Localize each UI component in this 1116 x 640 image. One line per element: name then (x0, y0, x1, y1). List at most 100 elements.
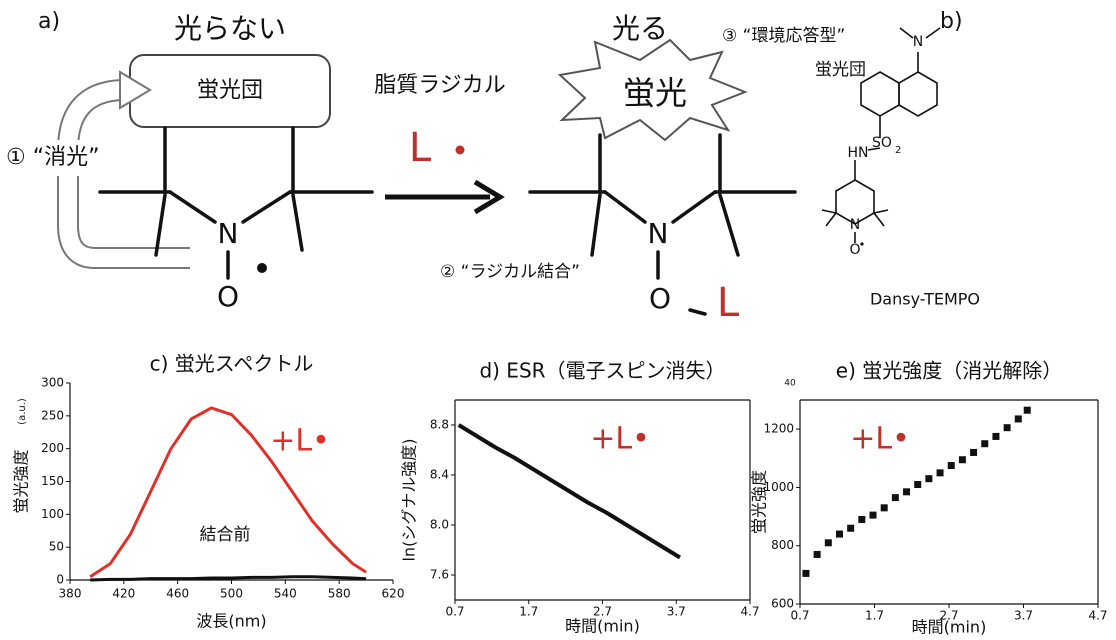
data-point (914, 481, 921, 488)
data-point (981, 440, 988, 447)
x-tick-label: 1.7 (519, 605, 538, 619)
data-point (881, 504, 888, 511)
bond (874, 210, 888, 213)
left-title: 光らない (174, 12, 286, 45)
x-tick-label: 0.7 (445, 605, 464, 619)
x-tick-label: 1.7 (865, 609, 884, 623)
env-label: ③ “環境応答型” (722, 26, 845, 46)
bond (690, 310, 705, 314)
data-point (847, 525, 854, 532)
y-tick-label: 800 (771, 538, 794, 552)
atom-l: L (717, 280, 740, 326)
bond (170, 192, 215, 222)
figure: a) 光らない 蛍光団 ① “消光” N O 脂質ラジカル L 光る 蛍光 ③ … (0, 0, 1116, 640)
y-axis-label: 蛍光強度 (750, 470, 769, 534)
bond (926, 28, 940, 38)
x-tick-label: 580 (328, 587, 351, 601)
atom-o: O (217, 280, 239, 313)
data-point (836, 531, 843, 538)
bonding-label: ② “ラジカル結合” (440, 262, 580, 282)
data-point (903, 488, 910, 495)
y-tick-label: 150 (41, 474, 64, 488)
bond (673, 192, 715, 222)
atom-so: SO (872, 135, 892, 151)
data-point (992, 433, 999, 440)
radical-dot (257, 263, 267, 273)
atom-o: O (649, 282, 671, 315)
bond (826, 213, 836, 226)
atom-subscript: 2 (895, 145, 901, 156)
atom-o: O (849, 242, 860, 258)
x-axis-label: 波長(nm) (196, 612, 266, 631)
data-point (892, 494, 899, 501)
x-tick-label: 4.7 (740, 605, 759, 619)
data-point (1024, 407, 1031, 414)
reagent-label: 脂質ラジカル (374, 73, 506, 98)
panel-label: b) (940, 9, 963, 34)
axis-multiplier: 40 (784, 379, 796, 389)
bond (720, 195, 738, 255)
y-tick-label: 250 (41, 408, 64, 422)
data-point (970, 449, 977, 456)
data-point (858, 516, 865, 523)
y-tick-label: 200 (41, 441, 64, 455)
data-point (937, 469, 944, 476)
atom-n: N (648, 217, 669, 250)
x-tick-label: 3.7 (667, 605, 686, 619)
x-tick-label: 0.7 (790, 609, 809, 623)
x-tick-label: 460 (166, 587, 189, 601)
data-point (1004, 424, 1011, 431)
page: { "panel_a": { "label": "a)", "left_titl… (0, 0, 1116, 640)
chart-title: e) 蛍光強度（消光解除） (836, 359, 1062, 383)
annotation: +L• (850, 422, 910, 457)
y-axis-label: 蛍光強度 (12, 449, 31, 513)
atom-hn: HN (848, 145, 869, 161)
data-point (825, 539, 832, 546)
chart-title: d) ESR（電子スピン消失） (479, 359, 725, 383)
right-title: 光る (612, 12, 668, 45)
data-point (925, 475, 932, 482)
x-tick-label: 380 (59, 587, 82, 601)
bond (605, 192, 645, 222)
x-tick-label: 500 (220, 587, 243, 601)
data-point (802, 570, 809, 577)
data-point (948, 462, 955, 469)
bond (874, 213, 884, 226)
ring (899, 72, 937, 116)
y-tick-label: 8.0 (430, 518, 449, 532)
y-tick-label: 0 (56, 573, 64, 587)
bond (293, 195, 302, 250)
panel-label: a) (38, 9, 60, 34)
series-label: 結合前 (200, 525, 251, 545)
radical-l: L (409, 125, 432, 171)
y-axis-unit: (a.u.) (17, 398, 28, 425)
bond (156, 195, 165, 255)
atom-n: N (218, 217, 239, 250)
y-tick-label: 100 (41, 507, 64, 521)
y-tick-label: 8.4 (430, 468, 449, 482)
x-tick-label: 4.7 (1088, 609, 1107, 623)
x-tick-label: 420 (112, 587, 135, 601)
y-tick-label: 300 (41, 376, 64, 390)
annotation: +L• (590, 422, 650, 457)
data-point (1015, 415, 1022, 422)
env-label-2: 蛍光団 (815, 60, 866, 80)
fluorophore-label: 蛍光団 (197, 78, 263, 103)
bond (900, 28, 913, 38)
chart-title: c) 蛍光スペクトル (150, 352, 314, 376)
atom-n: N (913, 34, 923, 50)
y-tick-label: 7.6 (430, 568, 449, 582)
bond (592, 195, 600, 255)
bond (822, 210, 836, 213)
radical-dot (860, 242, 863, 245)
x-tick-label: 540 (274, 587, 297, 601)
y-tick-label: 50 (49, 540, 64, 554)
x-tick-label: 3.7 (1014, 609, 1033, 623)
bond (243, 192, 290, 222)
data-point (870, 512, 877, 519)
y-axis-label: ln(シグナル強度) (400, 438, 419, 561)
x-axis-label: 時間(min) (565, 617, 640, 636)
y-tick-label: 1200 (763, 422, 794, 436)
fluorescence-label: 蛍光 (623, 74, 687, 112)
x-tick-label: 620 (382, 587, 405, 601)
